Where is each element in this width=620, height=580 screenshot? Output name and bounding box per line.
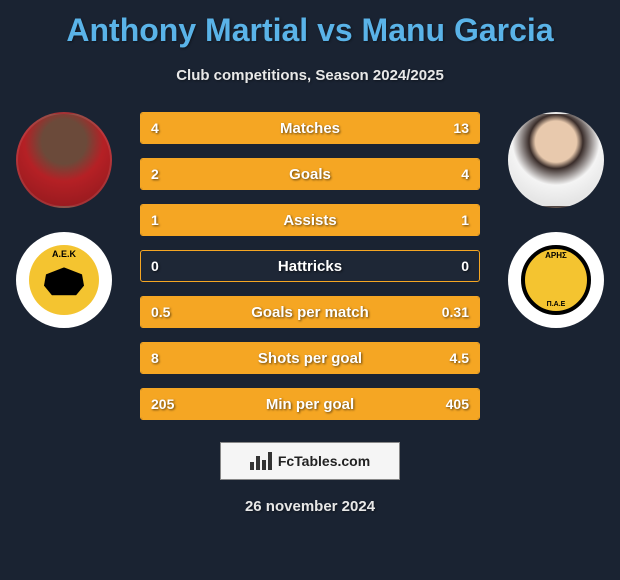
club-right-badge (508, 232, 604, 328)
stat-row: 205405Min per goal (140, 388, 480, 420)
stat-row: 413Matches (140, 112, 480, 144)
stat-label: Goals per match (141, 297, 479, 327)
player-left-avatar (16, 112, 112, 208)
player-right-avatar (508, 112, 604, 208)
stat-row: 24Goals (140, 158, 480, 190)
aek-badge-icon (29, 245, 99, 315)
stat-row: 00Hattricks (140, 250, 480, 282)
stat-label: Goals (141, 159, 479, 189)
stats-bars: 413Matches 24Goals 11Assists 00Hattricks 0.5… (140, 112, 480, 420)
stat-row: 0.50.31Goals per match (140, 296, 480, 328)
right-column (508, 112, 604, 328)
stat-row: 84.5Shots per goal (140, 342, 480, 374)
stat-label: Hattricks (141, 251, 479, 281)
stat-label: Shots per goal (141, 343, 479, 373)
stat-label: Min per goal (141, 389, 479, 419)
aris-badge-icon (521, 245, 591, 315)
subtitle: Club competitions, Season 2024/2025 (0, 67, 620, 84)
page-title: Anthony Martial vs Manu Garcia (0, 0, 620, 49)
left-column (16, 112, 112, 328)
chart-icon (250, 452, 272, 470)
comparison-content: 413Matches 24Goals 11Assists 00Hattricks 0.5… (0, 112, 620, 420)
snapshot-date: 26 november 2024 (0, 498, 620, 515)
site-logo[interactable]: FcTables.com (220, 442, 400, 480)
stat-label: Assists (141, 205, 479, 235)
stat-row: 11Assists (140, 204, 480, 236)
stat-label: Matches (141, 113, 479, 143)
site-logo-text: FcTables.com (278, 453, 370, 469)
club-left-badge (16, 232, 112, 328)
